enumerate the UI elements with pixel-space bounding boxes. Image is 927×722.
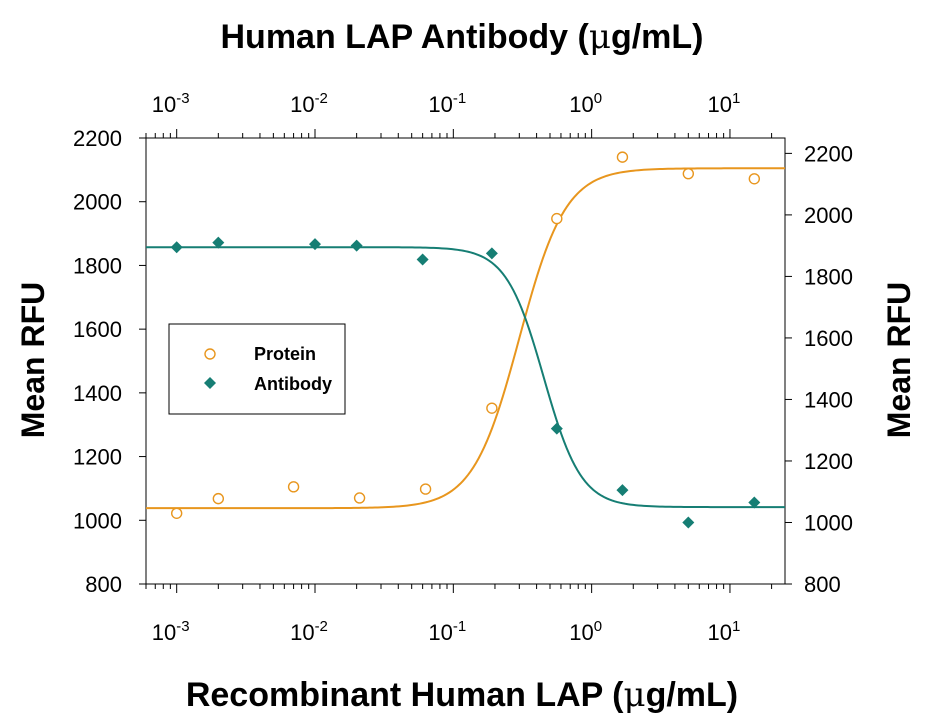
bottom-axis-title: Recombinant Human LAP (μg/mL): [186, 675, 738, 715]
protein-data-point: [551, 212, 563, 225]
y-tick-label-right: 1600: [804, 326, 853, 351]
y-tick-label-left: 1200: [73, 445, 122, 470]
left-axis-title: Mean RFU: [15, 282, 51, 438]
legend-antibody-label: Antibody: [254, 374, 332, 394]
x-tick-label-top: 10-2: [290, 90, 328, 117]
plot-frame: [145, 137, 786, 585]
legend: Protein Antibody: [168, 323, 346, 415]
antibody-data-point: [350, 239, 363, 252]
y-tick-label-right: 1800: [804, 264, 853, 289]
antibody-data-point: [309, 238, 322, 251]
protein-data-point: [212, 492, 225, 505]
antibody-data-point: [550, 422, 563, 435]
y-tick-label-left: 1800: [73, 253, 122, 278]
protein-data-point: [616, 151, 629, 163]
protein-data-point: [682, 167, 695, 180]
protein-data-point: [287, 481, 300, 493]
legend-box: [168, 323, 346, 415]
protein-data-point: [170, 507, 183, 519]
x-tick-label-bottom: 10-2: [290, 618, 328, 645]
x-tick-label-top: 10-1: [428, 90, 466, 117]
y-tick-label-left: 1000: [73, 508, 122, 533]
x-tick-label-top: 101: [708, 90, 741, 117]
y-tick-label-left: 800: [85, 572, 122, 597]
antibody-data-point: [170, 241, 183, 254]
antibody-data-point: [212, 236, 225, 249]
antibody-data-point: [485, 247, 498, 260]
protein-data-point: [353, 492, 366, 504]
y-tick-label-left: 2000: [73, 190, 122, 215]
legend-protein-label: Protein: [254, 344, 316, 364]
protein-fit-curve: [146, 167, 785, 510]
y-tick-label-right: 2200: [804, 141, 853, 166]
top-axis-title: Human LAP Antibody (μg/mL): [221, 17, 704, 57]
x-tick-label-bottom: 10-1: [428, 618, 466, 645]
y-tick-label-right: 1200: [804, 449, 853, 474]
y-tick-label-left: 2200: [73, 126, 122, 151]
antibody-data-point: [616, 484, 629, 497]
protein-data-point: [486, 402, 498, 414]
fit-curves: [146, 167, 785, 510]
antibody-fit-curve: [146, 246, 785, 509]
x-tick-label-bottom: 10-3: [152, 618, 190, 645]
protein-data-point: [748, 173, 761, 185]
y-tick-label-right: 1400: [804, 387, 853, 412]
legend-protein-marker: [204, 348, 216, 360]
antibody-data-point: [748, 496, 761, 509]
y-tick-label-right: 2000: [804, 203, 853, 228]
data-points: [170, 151, 761, 529]
x-tick-label-bottom: 101: [708, 618, 741, 645]
y-tick-label-right: 1000: [804, 510, 853, 535]
y-tick-label-left: 1600: [73, 317, 122, 342]
x-tick-label-top: 100: [569, 90, 602, 117]
y-tick-label-right: 800: [804, 572, 841, 597]
x-tick-label-top: 10-3: [152, 90, 190, 117]
y-tick-label-left: 1400: [73, 381, 122, 406]
legend-antibody-marker: [204, 377, 216, 389]
x-tick-label-bottom: 100: [569, 618, 602, 645]
antibody-data-point: [416, 253, 429, 266]
axes: 10-3 10-3 10-2 10-2 10-1 10-1 100 100 101 101 800 1…: [73, 90, 853, 645]
right-axis-title: Mean RFU: [881, 282, 917, 438]
antibody-data-point: [682, 516, 695, 529]
protein-data-point: [419, 483, 432, 495]
